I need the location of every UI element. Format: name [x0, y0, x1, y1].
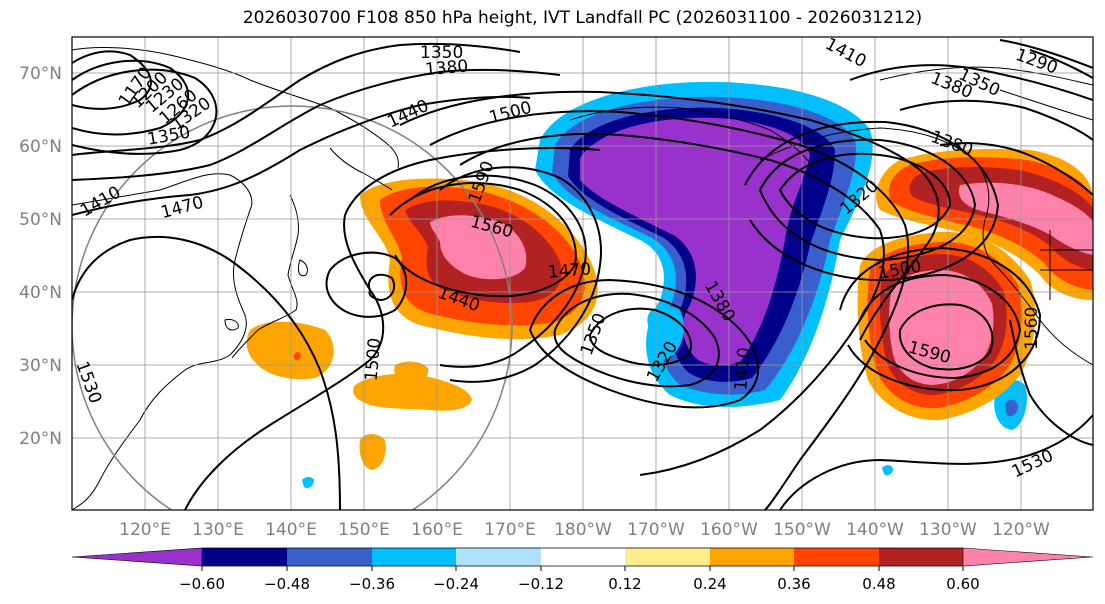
- colorbar-segment-8: [794, 548, 879, 566]
- cb-tick-label: −0.24: [433, 575, 479, 593]
- colorbar-tick-labels: −0.60 −0.48 −0.36 −0.24 −0.12 0.12 0.24 …: [179, 575, 980, 593]
- lon-label-150e: 150°E: [338, 520, 390, 540]
- colorbar-segment-9: [879, 548, 963, 566]
- lon-label-120e: 120°E: [119, 520, 171, 540]
- lat-label-60n: 60°N: [19, 137, 62, 157]
- figure-title: 2026030700 F108 850 hPa height, IVT Land…: [242, 8, 923, 28]
- lat-label-30n: 30°N: [19, 356, 62, 376]
- lon-label-140e: 140°E: [265, 520, 317, 540]
- contour-label-1560-b: 1560: [1022, 307, 1042, 350]
- colorbar: −0.60 −0.48 −0.36 −0.24 −0.12 0.12 0.24 …: [71, 547, 1094, 593]
- lon-label-150w: 150°W: [773, 520, 831, 540]
- latitude-labels: 70°N 60°N 50°N 40°N 30°N 20°N: [19, 64, 62, 449]
- lon-label-160w: 160°W: [700, 520, 758, 540]
- colorbar-segment-2: [287, 548, 372, 566]
- cb-tick-label: 0.60: [946, 575, 979, 593]
- longitude-labels: 120°E 130°E 140°E 150°E 160°E 170°E 180°…: [119, 520, 1050, 540]
- colorbar-segment-6: [625, 548, 710, 566]
- map-frame: [71, 36, 1094, 511]
- contour-label-1470-b: 1470: [547, 259, 592, 283]
- cb-tick-label: 0.36: [777, 575, 810, 593]
- lat-label-70n: 70°N: [19, 64, 62, 84]
- coastlines: [72, 47, 1093, 510]
- height-contours: [72, 39, 1093, 510]
- cb-tick-label: −0.48: [264, 575, 310, 593]
- cb-tick-label: −0.60: [179, 575, 225, 593]
- cb-tick-label: 0.12: [608, 575, 641, 593]
- lon-label-180w: 180°W: [554, 520, 612, 540]
- lat-label-50n: 50°N: [19, 210, 62, 230]
- cb-tick-label: 0.48: [862, 575, 895, 593]
- colorbar-segment-3: [372, 548, 456, 566]
- region-circle: [72, 105, 513, 510]
- colorbar-segment-5: [541, 548, 625, 566]
- lon-label-170w: 170°W: [627, 520, 685, 540]
- colorbar-segment-4: [456, 548, 541, 566]
- lat-label-20n: 20°N: [19, 429, 62, 449]
- colorbar-segment-1: [202, 548, 287, 566]
- lon-label-140w: 140°W: [846, 520, 904, 540]
- lon-label-130e: 130°E: [192, 520, 244, 540]
- lon-label-130w: 130°W: [919, 520, 977, 540]
- map-area: 1170 1200 1230 1260 1290 1320 1320 1320 …: [72, 37, 1093, 510]
- lon-label-160e: 160°E: [411, 520, 463, 540]
- lon-label-170e: 170°E: [484, 520, 536, 540]
- gridlines: [72, 37, 1093, 510]
- cb-tick-label: −0.36: [349, 575, 395, 593]
- contour-label-1410-c: 1410: [731, 347, 755, 392]
- contour-label-1500-c: 1500: [362, 337, 386, 382]
- colorbar-ticks: [201, 566, 964, 571]
- contour-label-1380-a: 1380: [424, 56, 469, 80]
- colorbar-segment-7: [710, 548, 794, 566]
- colorbar-segment-extend-high: [962, 547, 1094, 567]
- lon-label-120w: 120°W: [992, 520, 1050, 540]
- contour-label-1350-b: 1350: [420, 43, 463, 63]
- lat-label-40n: 40°N: [19, 283, 62, 303]
- colorbar-segment-extend-low: [71, 547, 203, 567]
- cb-tick-label: −0.12: [518, 575, 564, 593]
- cb-tick-label: 0.24: [693, 575, 726, 593]
